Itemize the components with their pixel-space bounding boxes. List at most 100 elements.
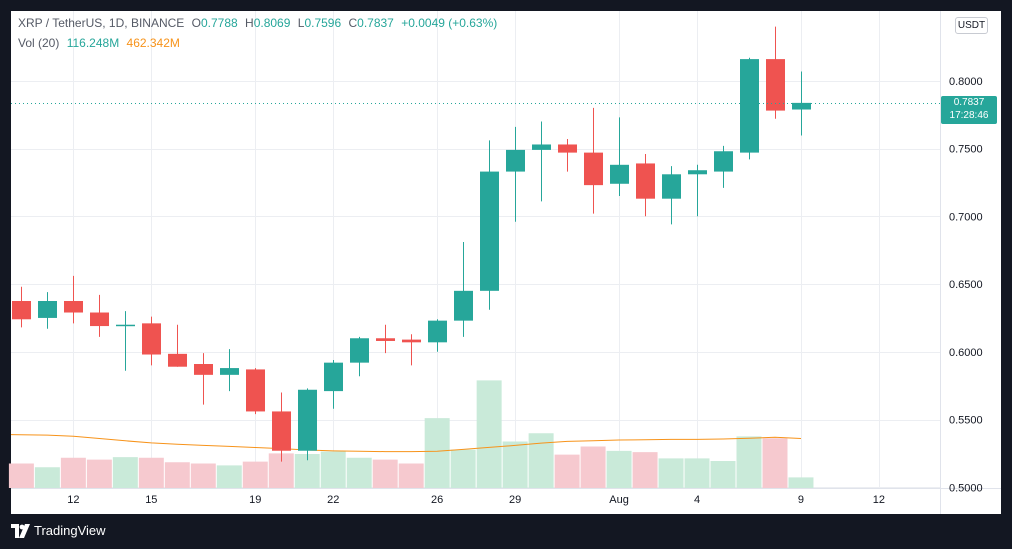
volume-bar [684, 458, 710, 488]
volume-bar [502, 441, 528, 488]
close-label: C [348, 16, 358, 30]
candle-body [662, 174, 681, 199]
price-tick-label: 0.7500 [949, 144, 983, 156]
volume-bar [528, 433, 554, 488]
candle-body [532, 144, 551, 150]
close-value: 0.7837 [357, 16, 394, 30]
volume-legend: Vol (20) 116.248M 462.342M [18, 36, 184, 50]
candle-body [324, 362, 343, 392]
brand-name: TradingView [34, 523, 106, 538]
volume-value: 116.248M [66, 36, 120, 50]
volume-ma-value: 462.342M [126, 36, 180, 50]
candle-body [298, 389, 317, 451]
candle-body [376, 338, 395, 341]
volume-bar [710, 461, 736, 488]
time-tick-label: 12 [67, 494, 79, 506]
time-tick-label: 12 [873, 494, 885, 506]
candle-body [38, 300, 57, 318]
candle-body [220, 368, 239, 375]
candle-body [454, 290, 473, 321]
volume-bar [216, 465, 242, 488]
candle-body [12, 300, 31, 320]
candle-body [402, 339, 421, 343]
volume-bar [658, 458, 684, 488]
time-tick-label: 29 [509, 494, 521, 506]
candle-body [168, 353, 187, 367]
volume-bar [606, 450, 632, 488]
price-pane-background [11, 11, 940, 488]
last-price-value: 0.7837 [953, 97, 985, 108]
price-axis[interactable]: 0.5000 0.5500 0.6000 0.6500 0.7000 0.7500 0.80… [949, 76, 983, 495]
volume-bar [632, 452, 658, 488]
candle-body [688, 170, 707, 175]
volume-ma-polyline [10, 434, 802, 453]
bar-countdown: 17:28:46 [949, 110, 989, 121]
ohlc-legend: XRP / TetherUS, 1D, BINANCE O0.7788 H0.8… [18, 16, 501, 30]
candle-body [194, 364, 213, 375]
volume-bar [138, 457, 164, 488]
open-value: 0.7788 [200, 16, 238, 30]
volume-bar [8, 463, 34, 488]
price-tick-label: 0.5500 [949, 415, 983, 427]
open-label: O [191, 16, 201, 30]
last-price-tag: 0.7837 17:28:46 [941, 96, 997, 124]
time-tick-label: Aug [609, 494, 629, 506]
currency-badge[interactable]: USDT [955, 17, 988, 34]
candle-body [584, 152, 603, 186]
time-tick-label: 9 [798, 494, 804, 506]
candle-body [636, 163, 655, 199]
volume-bar [424, 418, 450, 488]
volume-bar [762, 438, 788, 488]
volume-bar [476, 380, 502, 488]
volume-bar [112, 457, 138, 488]
high-label: H [245, 16, 254, 30]
volume-bar [554, 454, 580, 488]
candle-body [766, 59, 785, 111]
candle-body [610, 164, 629, 184]
candle-body [64, 300, 83, 313]
time-tick-label: 15 [145, 494, 157, 506]
price-tick-label: 0.6000 [949, 347, 983, 359]
candle-body [558, 144, 577, 153]
time-tick-label: 4 [694, 494, 700, 506]
volume-label[interactable]: Vol (20) [18, 36, 60, 50]
volume-ma-line [10, 434, 802, 453]
low-label: L [297, 16, 305, 30]
low-value: 0.7596 [304, 16, 342, 30]
volume-bar [320, 451, 346, 488]
candle-body [714, 151, 733, 172]
volume-bar [34, 467, 60, 488]
candle-body [350, 338, 369, 363]
candle-body [792, 102, 811, 110]
volume-bar [190, 463, 216, 488]
volume-bar [736, 436, 762, 488]
time-tick-label: 19 [249, 494, 261, 506]
candle-body [480, 171, 499, 291]
price-tick-label: 0.7000 [949, 211, 983, 223]
time-tick-label: 22 [327, 494, 339, 506]
candle-body [116, 324, 135, 327]
candle-body [272, 411, 291, 451]
candle-body [506, 149, 525, 172]
time-tick-label: 26 [431, 494, 443, 506]
volume-bar [346, 457, 372, 488]
volume-bar [372, 459, 398, 488]
time-axis[interactable]: 12 15 19 22 26 29 Aug 4 9 12 [67, 494, 885, 506]
price-tick-label: 0.8000 [949, 76, 983, 88]
volume-bar [788, 477, 814, 488]
candle-body [142, 323, 161, 355]
volume-bar [86, 459, 112, 488]
candle-body [428, 320, 447, 343]
symbol-label[interactable]: XRP / TetherUS, 1D, BINANCE [18, 16, 185, 30]
volume-bar [60, 457, 86, 488]
change-value: +0.0049 (+0.63%) [401, 16, 498, 30]
volume-bar [580, 446, 606, 488]
volume-bars [8, 380, 814, 488]
volume-bar [242, 461, 268, 488]
price-tick-label: 0.5000 [949, 482, 983, 494]
candle-body [740, 59, 759, 153]
tradingview-brand[interactable]: TradingView [11, 523, 106, 538]
volume-bar [398, 463, 424, 488]
